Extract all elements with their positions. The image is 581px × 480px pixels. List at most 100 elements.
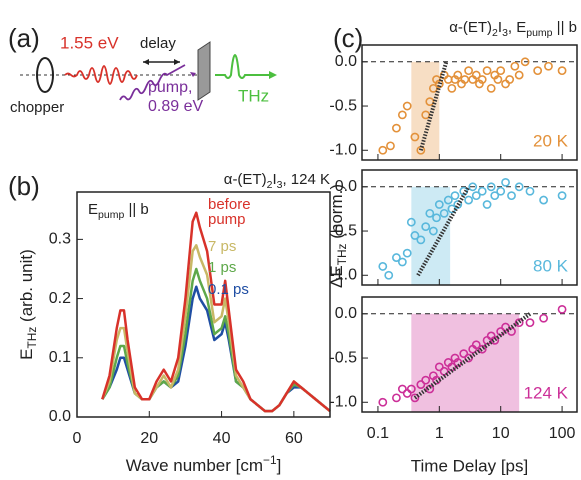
plot-frame <box>361 296 578 413</box>
y-axis-label-part: THz <box>25 327 39 349</box>
data-point <box>471 70 481 80</box>
pulse-wave <box>64 65 138 85</box>
y-tick-label: 0.2 <box>49 290 71 307</box>
data-point <box>501 177 510 187</box>
y-tick-label: -1.0 <box>329 141 357 158</box>
y-axis-label-part: ΔE <box>327 265 346 288</box>
data-point <box>459 349 469 359</box>
data-point <box>425 208 435 218</box>
x-tick-label: 20 <box>140 430 158 447</box>
data-point <box>378 397 388 407</box>
chart-title-part: 3 <box>277 179 283 191</box>
data-point <box>386 141 395 151</box>
data-point <box>397 384 407 394</box>
pulse-label: 1.55 eV <box>60 33 119 52</box>
data-point <box>493 75 503 84</box>
data-point <box>447 83 457 93</box>
data-point <box>557 191 567 201</box>
chart-title-part: 2 <box>492 27 498 39</box>
annotation-part: || b <box>124 201 148 218</box>
data-point <box>428 226 438 236</box>
y-tick-label: -1.0 <box>329 266 357 283</box>
y-axis-label-part: (arb. unit) <box>17 249 36 326</box>
data-point <box>378 262 388 271</box>
y-tick-label: 0.0 <box>335 178 357 195</box>
thz-wave <box>215 54 270 79</box>
setup-diagram: (a) 1.55 eV delay chopper pump, 0.89 eV … <box>8 23 277 116</box>
data-point <box>557 66 567 76</box>
data-point <box>490 191 500 201</box>
chart-title-part: || b <box>553 19 577 36</box>
data-point <box>432 213 441 223</box>
panel-label: (c) <box>333 23 363 53</box>
data-point <box>439 208 449 218</box>
data-point <box>402 389 412 398</box>
x-axis-label: Wave number [cm−1] <box>126 453 282 475</box>
data-point <box>406 217 416 227</box>
chart-title: α-(ET)2I3, 124 K <box>224 171 330 191</box>
y-tick-label: 0.0 <box>335 53 357 70</box>
pump-wave <box>119 64 186 101</box>
data-point <box>525 186 535 196</box>
data-point <box>525 318 535 328</box>
x-tick-label: 100 <box>549 425 576 442</box>
data-point <box>477 186 487 196</box>
data-point <box>496 186 506 196</box>
panel-temperature: 124 K <box>524 383 569 402</box>
panel-temperature: 80 K <box>533 256 569 275</box>
data-point <box>471 340 481 350</box>
y-tick-label: -0.5 <box>329 97 357 114</box>
y-tick-label: -1.0 <box>329 393 357 410</box>
data-point <box>501 79 510 89</box>
chart-title-part: α-(ET) <box>224 171 267 188</box>
data-point <box>468 182 478 192</box>
data-point <box>392 123 401 133</box>
x-tick-label: 40 <box>213 430 231 447</box>
y-axis-label-part: (norm.) <box>327 184 346 244</box>
data-point <box>421 222 431 232</box>
data-point <box>410 231 420 240</box>
data-point <box>505 75 515 84</box>
delay-label: delay <box>140 35 176 52</box>
legend-entry: before pump <box>208 196 251 228</box>
y-tick-label: -0.5 <box>329 222 357 239</box>
data-point <box>533 66 543 76</box>
y-axis-label: ETHz (arb. unit) <box>17 249 39 360</box>
x-axis-label-part: Wave number [cm <box>126 456 263 475</box>
x-axis-label: Time Delay [ps] <box>411 456 528 475</box>
data-point <box>486 182 496 192</box>
data-point <box>482 66 492 76</box>
pump-energy-label: 0.89 eV <box>148 98 203 115</box>
y-axis-label-part: E <box>17 348 36 359</box>
plot-frame <box>361 44 578 161</box>
fit-line <box>418 61 449 151</box>
chart-title-part: I <box>498 19 502 36</box>
data-point <box>557 304 567 314</box>
chopper-icon <box>36 57 54 93</box>
x-tick-label: 0 <box>73 430 82 447</box>
chart-title-part: 3 <box>502 27 508 39</box>
x-tick-label: 1 <box>435 425 444 442</box>
pump-arrow <box>190 72 196 77</box>
data-point <box>402 101 412 111</box>
data-point <box>384 270 394 280</box>
plot-frame <box>361 169 578 286</box>
chart-title: α-(ET)2I3, Epump || b <box>449 19 577 39</box>
chart-title-part: , 124 K <box>282 171 330 188</box>
chart-title-part: 2 <box>267 179 273 191</box>
data-point <box>464 195 474 205</box>
data-point <box>434 200 444 209</box>
data-point <box>453 70 463 80</box>
sample-plate <box>197 41 211 101</box>
y-axis-label: ΔETHz (norm.) <box>327 184 349 288</box>
data-point <box>397 110 407 120</box>
legend-entry: 1 ps <box>208 259 237 276</box>
data-point <box>434 362 444 372</box>
data-point <box>402 248 412 258</box>
chart-title-part: α-(ET) <box>449 19 492 36</box>
data-point <box>514 182 524 192</box>
annotation-part: pump <box>98 209 124 221</box>
data-point <box>410 393 420 403</box>
